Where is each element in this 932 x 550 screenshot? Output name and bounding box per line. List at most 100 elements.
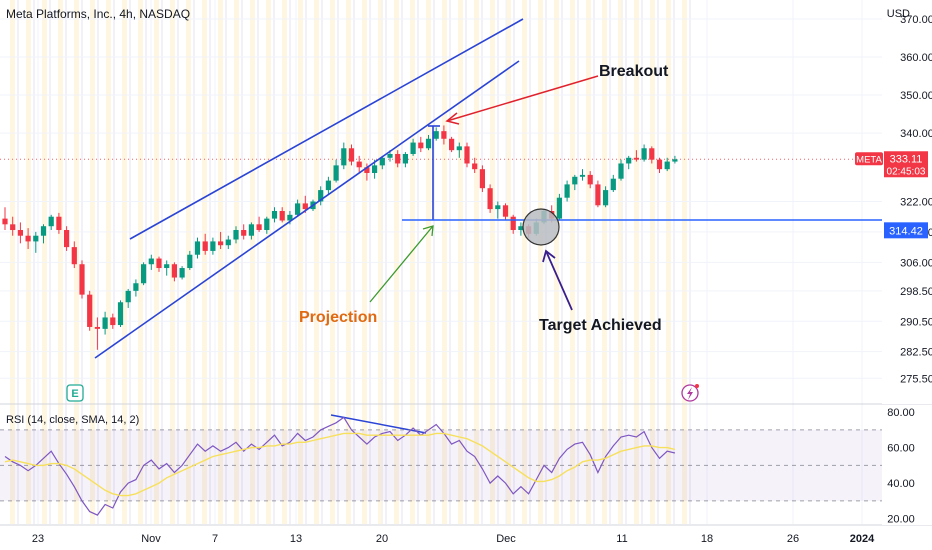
breakout-label: Breakout xyxy=(599,63,669,80)
candle-body xyxy=(502,205,509,217)
rsi-sma-line xyxy=(4,432,676,497)
candle-body xyxy=(218,241,224,246)
candle-body xyxy=(472,163,478,170)
candle-body xyxy=(372,165,378,173)
candle-body xyxy=(318,190,324,202)
chart-title: Meta Platforms, Inc., 4h, NASDAQ xyxy=(6,7,191,21)
rsi-axis[interactable]: 80.00 60.00 40.00 20.00 xyxy=(882,405,932,526)
candle-body xyxy=(595,184,601,206)
candle xyxy=(418,136,424,153)
projection-label: Projection xyxy=(299,309,377,326)
candle xyxy=(233,226,239,244)
candle-body xyxy=(2,218,8,225)
candle-body xyxy=(610,178,616,191)
candle xyxy=(564,180,570,202)
candle-body xyxy=(17,230,23,236)
price-tick-label: 370.00 xyxy=(900,14,932,26)
candle-body xyxy=(664,161,670,170)
candle xyxy=(171,262,177,282)
price-axis[interactable]: 370.00360.00350.00340.00322.00314.00306.… xyxy=(882,0,932,404)
candle-body xyxy=(495,205,501,210)
price-tick-label: 322.00 xyxy=(900,197,932,209)
candle xyxy=(472,157,478,173)
last-price-value: 333.11 xyxy=(890,153,923,165)
candle xyxy=(364,163,370,181)
lower-channel-line[interactable] xyxy=(94,60,520,359)
candle xyxy=(10,216,16,236)
candle xyxy=(518,222,524,236)
candle xyxy=(295,199,301,217)
candle-body xyxy=(603,190,609,206)
candle-body xyxy=(449,138,455,151)
candle-body xyxy=(271,211,278,219)
candle xyxy=(441,125,447,145)
candle-body xyxy=(418,142,424,149)
candle xyxy=(71,241,77,269)
currency-label[interactable]: USD xyxy=(886,8,910,20)
candle-body xyxy=(79,264,85,295)
candle-body xyxy=(379,157,385,166)
candle-body xyxy=(164,264,170,269)
candle xyxy=(40,224,47,244)
price-tick-label: 306.00 xyxy=(900,257,932,269)
upper-channel-line[interactable] xyxy=(129,18,524,240)
time-axis[interactable]: 23 Nov 7 13 20 Dec 11 18 26 2024 xyxy=(32,533,875,545)
target-circle[interactable] xyxy=(522,208,560,246)
candle xyxy=(264,216,270,234)
candle-body xyxy=(295,203,301,215)
lightning-icon[interactable] xyxy=(681,384,699,402)
candle-body xyxy=(387,153,393,158)
candle-body xyxy=(564,184,570,198)
candle-body xyxy=(248,224,254,236)
candle xyxy=(33,231,39,253)
candle-body xyxy=(425,138,432,149)
candle-body xyxy=(348,148,355,162)
candle xyxy=(425,134,432,151)
candle xyxy=(110,313,116,329)
candle xyxy=(210,237,216,255)
price-axis-bg xyxy=(882,0,932,404)
candle xyxy=(672,155,678,164)
candle-body xyxy=(672,159,678,162)
candle xyxy=(579,169,586,181)
price-tick-label: 298.50 xyxy=(900,286,932,298)
candle-body xyxy=(133,283,139,291)
event-badges[interactable]: E xyxy=(66,384,699,402)
trend-drawings[interactable] xyxy=(94,18,882,434)
price-tick-label: 275.50 xyxy=(900,373,932,385)
candle xyxy=(271,207,278,223)
candle xyxy=(17,222,23,244)
candle-body xyxy=(102,317,108,329)
candle-body xyxy=(633,157,639,160)
candle-body xyxy=(264,218,270,231)
candle-body xyxy=(110,317,116,326)
candle xyxy=(379,155,385,170)
time-tick-label: Nov xyxy=(141,533,161,545)
candle xyxy=(356,155,362,173)
candle xyxy=(433,127,439,141)
level-tag-value: 314.42 xyxy=(889,225,923,237)
time-tick-label: 18 xyxy=(701,533,713,545)
candle-body xyxy=(10,224,16,231)
candle-body xyxy=(187,254,193,269)
candle-body xyxy=(179,268,185,278)
earnings-badge[interactable]: E xyxy=(66,384,84,402)
price-tick-label: 350.00 xyxy=(900,90,932,102)
rsi-line xyxy=(4,416,676,516)
candle xyxy=(610,174,616,192)
projection-arrowhead xyxy=(422,225,434,237)
candle-body xyxy=(94,326,100,329)
candle xyxy=(587,171,593,189)
grid-lines xyxy=(0,0,932,526)
candle xyxy=(102,311,108,335)
candle-body xyxy=(356,161,362,168)
rsi-indicator-label[interactable]: RSI (14, close, SMA, 14, 2) xyxy=(6,414,140,426)
level-marker: 314.42 xyxy=(884,222,928,239)
candle xyxy=(502,203,509,221)
candle-body xyxy=(148,258,154,265)
candle xyxy=(325,176,331,194)
candle-body xyxy=(510,216,516,231)
candle-body xyxy=(117,302,124,326)
